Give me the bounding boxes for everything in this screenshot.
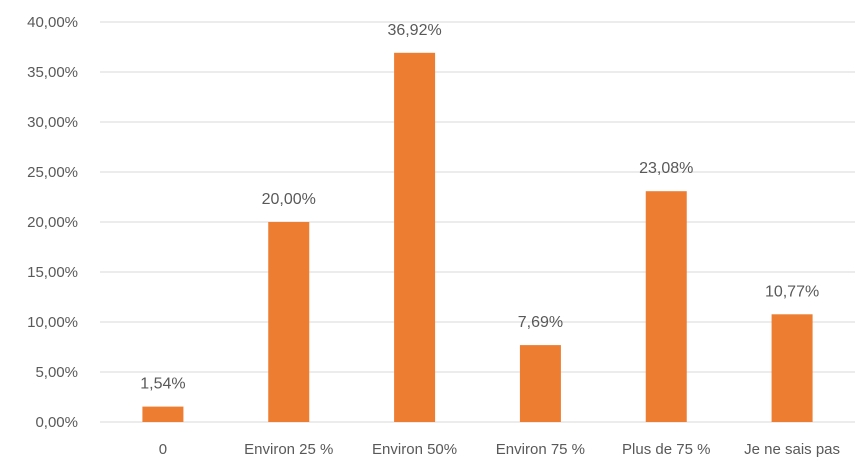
y-tick-label: 35,00%: [27, 64, 78, 81]
bars: [142, 52, 813, 423]
axes: 0,00% 5,00% 10,00% 15,00% 20,00% 25,00% 30,00%…: [27, 14, 840, 458]
x-tick-label: Environ 50%: [372, 441, 457, 458]
bar: [142, 406, 184, 422]
bar: [771, 314, 813, 422]
data-label: 1,54%: [140, 376, 185, 393]
y-tick-label: 30,00%: [27, 114, 78, 131]
y-tick-label: 5,00%: [35, 364, 78, 381]
x-tick-label: Environ 25 %: [244, 441, 333, 458]
data-label: 20,00%: [262, 191, 316, 208]
gridlines: [100, 21, 855, 423]
bar: [268, 222, 310, 422]
x-tick-label: Environ 75 %: [496, 441, 585, 458]
data-label: 36,92%: [387, 22, 441, 39]
data-label: 7,69%: [518, 314, 563, 331]
bar: [519, 345, 561, 422]
y-tick-label: 15,00%: [27, 264, 78, 281]
data-label: 10,77%: [765, 283, 819, 300]
labels: 1,54% 20,00% 36,92% 7,69% 23,08% 10,77%: [140, 22, 819, 393]
x-tick-label: Je ne sais pas: [744, 441, 840, 458]
data-label: 23,08%: [639, 160, 693, 177]
bar: [394, 52, 436, 423]
y-tick-label: 10,00%: [27, 314, 78, 331]
x-tick-label: Plus de 75 %: [622, 441, 710, 458]
x-tick-label: 0: [159, 441, 167, 458]
bar: [645, 191, 687, 422]
y-tick-label: 25,00%: [27, 164, 78, 181]
y-tick-label: 20,00%: [27, 214, 78, 231]
y-tick-label: 40,00%: [27, 14, 78, 31]
y-tick-label: 0,00%: [35, 414, 78, 431]
